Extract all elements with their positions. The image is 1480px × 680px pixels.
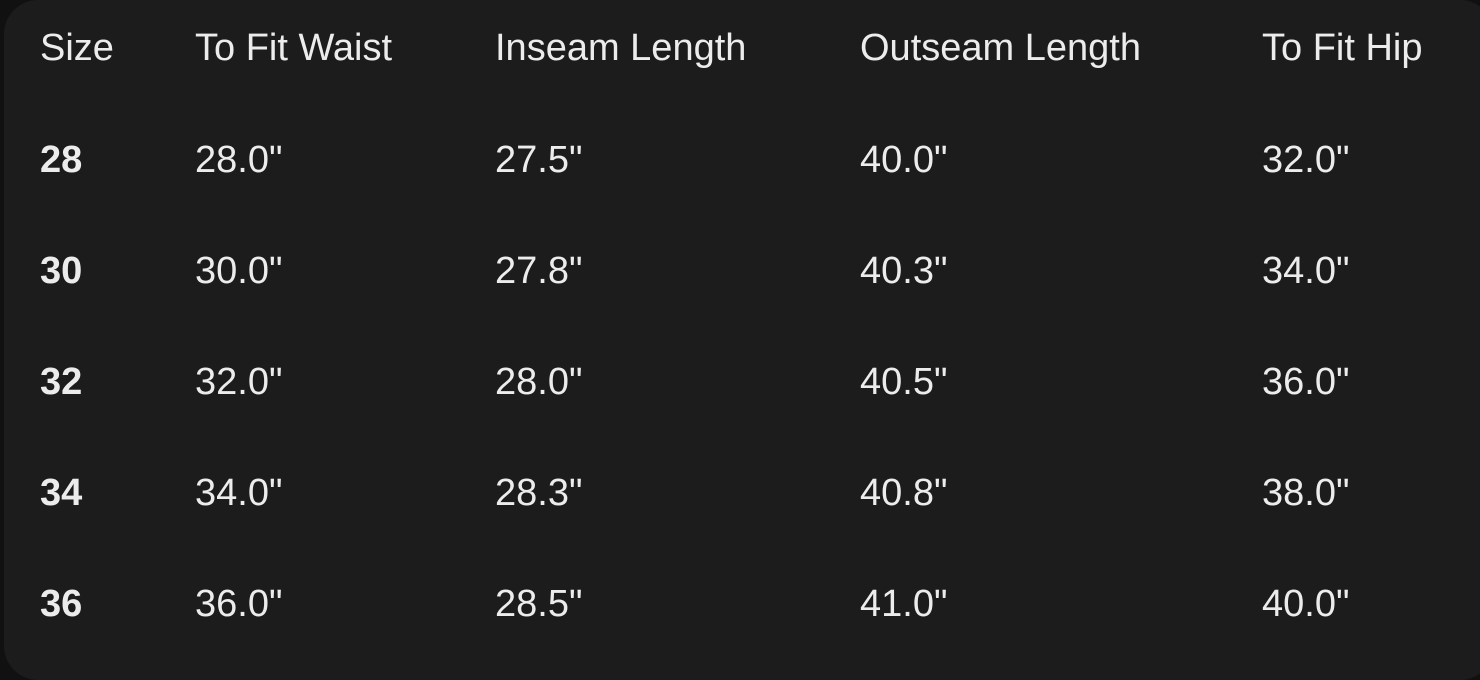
table-row: 30 30.0" 27.8" 40.3" 34.0" [0,241,1480,301]
cell-hip: 36.0" [1262,361,1350,403]
cell-outseam: 41.0" [860,583,948,625]
cell-inseam: 28.5" [495,583,583,625]
table-row: 34 34.0" 28.3" 40.8" 38.0" [0,463,1480,523]
cell-inseam: 28.3" [495,472,583,514]
cell-hip: 34.0" [1262,250,1350,292]
size-chart-card [4,0,1480,680]
cell-outseam: 40.3" [860,250,948,292]
cell-outseam: 40.0" [860,139,948,181]
cell-hip: 32.0" [1262,139,1350,181]
cell-inseam: 27.8" [495,250,583,292]
cell-size: 32 [40,361,83,403]
cell-size: 30 [40,250,83,292]
cell-size: 28 [40,139,83,181]
cell-outseam: 40.8" [860,472,948,514]
cell-waist: 32.0" [195,361,283,403]
cell-hip: 40.0" [1262,583,1350,625]
cell-waist: 30.0" [195,250,283,292]
table-row: 28 28.0" 27.5" 40.0" 32.0" [0,130,1480,190]
cell-outseam: 40.5" [860,361,948,403]
header-waist: To Fit Waist [195,27,393,69]
cell-inseam: 28.0" [495,361,583,403]
table-row: 32 32.0" 28.0" 40.5" 36.0" [0,352,1480,412]
header-inseam: Inseam Length [495,27,747,69]
table-header-row: Size To Fit Waist Inseam Length Outseam … [0,18,1480,78]
cell-hip: 38.0" [1262,472,1350,514]
cell-waist: 34.0" [195,472,283,514]
cell-waist: 36.0" [195,583,283,625]
header-size: Size [40,27,114,69]
cell-size: 34 [40,472,83,514]
header-hip: To Fit Hip [1262,27,1423,69]
header-outseam: Outseam Length [860,27,1141,69]
cell-size: 36 [40,583,83,625]
cell-inseam: 27.5" [495,139,583,181]
cell-waist: 28.0" [195,139,283,181]
table-row: 36 36.0" 28.5" 41.0" 40.0" [0,574,1480,634]
